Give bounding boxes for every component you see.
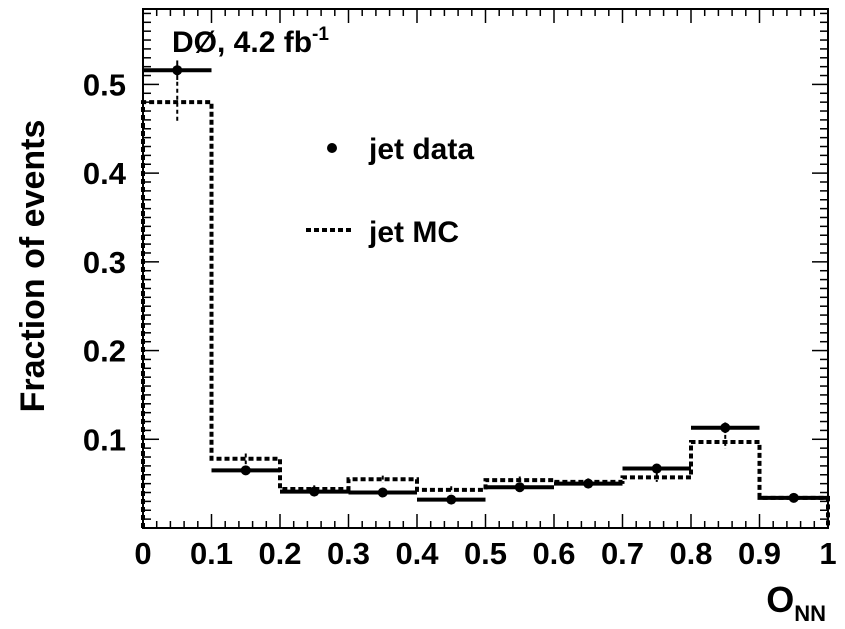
x-tick-label: 1: [819, 536, 836, 571]
data-marker: [377, 487, 388, 498]
x-tick-label: 0.9: [738, 536, 781, 571]
x-tick-label: 0.4: [395, 536, 439, 571]
legend-data-marker: [327, 143, 337, 153]
y-tick-label: 0.3: [83, 245, 126, 280]
data-point: [622, 463, 691, 474]
x-tick-label: 0.7: [601, 536, 644, 571]
data-point: [554, 478, 623, 489]
data-point: [143, 60, 212, 80]
data-marker: [240, 465, 251, 476]
plot-frame: [142, 8, 829, 529]
x-axis-label-subscript: NN: [794, 601, 826, 626]
axis-ticks: [142, 9, 829, 529]
legend-data-label: jet data: [368, 133, 474, 166]
data-point: [348, 487, 417, 498]
data-point: [691, 422, 760, 434]
data-marker: [720, 422, 731, 433]
y-tick-label: 0.5: [83, 67, 126, 102]
data-point: [485, 482, 554, 493]
legend-mc-label: jet MC: [368, 216, 459, 249]
data-point: [280, 486, 349, 497]
x-tick-label: 0.3: [327, 536, 370, 571]
data-marker: [309, 486, 320, 497]
data-point: [417, 494, 486, 505]
data-marker: [446, 494, 457, 505]
x-tick-label: 0.8: [669, 536, 712, 571]
data-point: [211, 465, 280, 476]
data-series-layer: [143, 60, 828, 505]
x-tick-label: 0.6: [532, 536, 575, 571]
data-marker: [583, 478, 594, 489]
data-marker: [514, 482, 525, 493]
experiment-annotation: DØ, 4.2 fb-1: [172, 24, 329, 59]
y-axis-label: Fraction of events: [14, 120, 52, 413]
y-tick-label: 0.2: [83, 334, 126, 369]
data-point: [759, 492, 828, 503]
data-marker: [651, 463, 662, 474]
x-tick-label: 0.1: [190, 536, 233, 571]
x-tick-label: 0: [134, 536, 151, 571]
annotation-text: DØ, 4.2 fb: [172, 26, 312, 59]
legend: jet data jet MC: [306, 133, 474, 249]
x-axis-label-main: O: [766, 579, 794, 620]
y-tick-label: 0.1: [83, 422, 126, 457]
mc-series-layer: [141, 81, 830, 528]
data-marker: [788, 492, 799, 503]
x-tick-label: 0.2: [258, 536, 301, 571]
x-tick-label: 0.5: [464, 536, 507, 571]
x-axis-label: ONN: [766, 579, 826, 626]
y-tick-label: 0.4: [83, 156, 127, 191]
data-marker: [172, 65, 183, 76]
annotation-superscript: -1: [312, 24, 329, 45]
